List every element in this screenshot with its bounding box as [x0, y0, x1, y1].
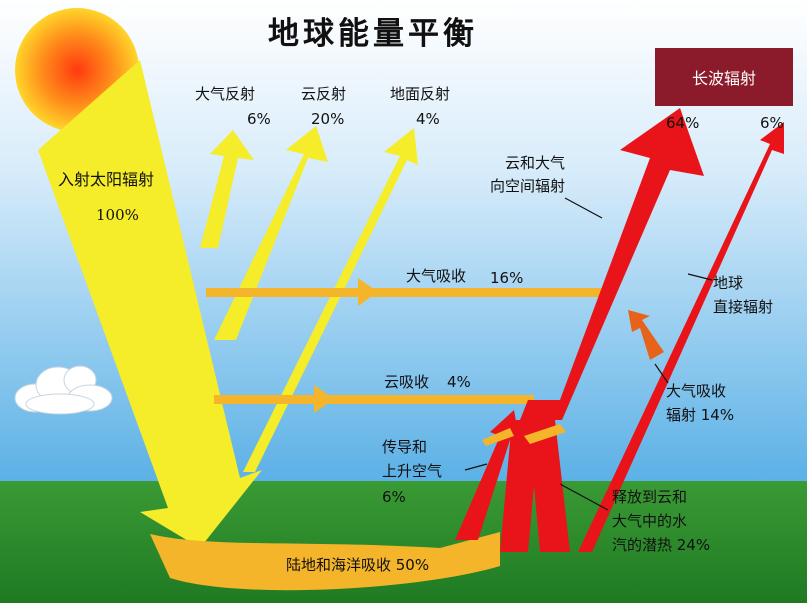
- incoming-solar-label: 入射太阳辐射: [58, 170, 155, 189]
- atmosphere-absorbed-radiation-arrow: [628, 310, 664, 360]
- cloud-absorption-label: 云吸收: [384, 373, 430, 391]
- cloud-reflection-arrow: [214, 126, 328, 340]
- page-title: 地球能量平衡: [268, 16, 478, 52]
- surface-absorption-label: 陆地和海洋吸收 50%: [286, 556, 430, 574]
- cloud-atmosphere-space-label-1: 云和大气: [505, 154, 566, 172]
- conduction-arrow: [455, 410, 520, 540]
- conduction-label-2: 上升空气: [382, 462, 443, 480]
- atmosphere-absorption-value: 16%: [490, 269, 524, 287]
- incoming-solar-arrow: [38, 60, 262, 548]
- pointer-line: [654, 363, 669, 384]
- incoming-solar-value: 100%: [96, 206, 139, 224]
- atmosphere-reflection-arrow: [200, 130, 254, 248]
- latent-heat-label-3: 汽的潜热 24%: [612, 536, 711, 554]
- longwave-radiation-box: 长波辐射: [655, 48, 793, 106]
- earth-direct-radiation-arrow: [578, 122, 784, 552]
- latent-heat-label-1: 释放到云和: [612, 488, 688, 506]
- surface-reflection-label: 地面反射: [390, 85, 451, 103]
- conduction-label-1: 传导和: [382, 438, 428, 456]
- latent-heat-label-2: 大气中的水: [612, 512, 688, 530]
- cloud-absorption-value: 4%: [447, 373, 471, 391]
- cloud-absorption-arrow: [214, 385, 534, 413]
- surface-reflection-arrow: [243, 128, 418, 472]
- atmosphere-absorbed-radiation-label-2: 辐射 14%: [666, 406, 735, 424]
- pointer-line: [559, 483, 609, 511]
- pointer-line: [687, 273, 713, 281]
- atmosphere-absorption-arrow: [206, 278, 606, 306]
- latent-heat-marker: [524, 424, 566, 444]
- pointer-line: [464, 463, 488, 471]
- cloud-reflection-value: 20%: [311, 110, 345, 128]
- conduction-heat-marker: [482, 428, 514, 446]
- conduction-value: 6%: [382, 488, 406, 506]
- earth-direct-label-2: 直接辐射: [713, 298, 774, 316]
- outgoing-total-value: 64%: [666, 114, 700, 132]
- pointer-line: [564, 197, 603, 219]
- cloud-icon: [14, 365, 113, 415]
- cloud-atmosphere-space-arrow: [520, 108, 704, 420]
- atmosphere-reflection-label: 大气反射: [195, 85, 256, 103]
- cloud-atmosphere-space-label-2: 向空间辐射: [490, 177, 566, 195]
- earth-direct-label-1: 地球: [713, 274, 744, 292]
- surface-reflection-value: 4%: [416, 110, 440, 128]
- atmosphere-absorbed-radiation-label-1: 大气吸收: [666, 382, 727, 400]
- atmosphere-absorption-label: 大气吸收: [406, 267, 467, 285]
- outgoing-direct-value: 6%: [760, 114, 784, 132]
- latent-heat-arrow-left: [500, 420, 540, 552]
- surface-absorption-band: [150, 532, 500, 591]
- latent-heat-arrow-right: [528, 420, 570, 552]
- atmosphere-reflection-value: 6%: [247, 110, 271, 128]
- cloud-reflection-label: 云反射: [301, 85, 347, 103]
